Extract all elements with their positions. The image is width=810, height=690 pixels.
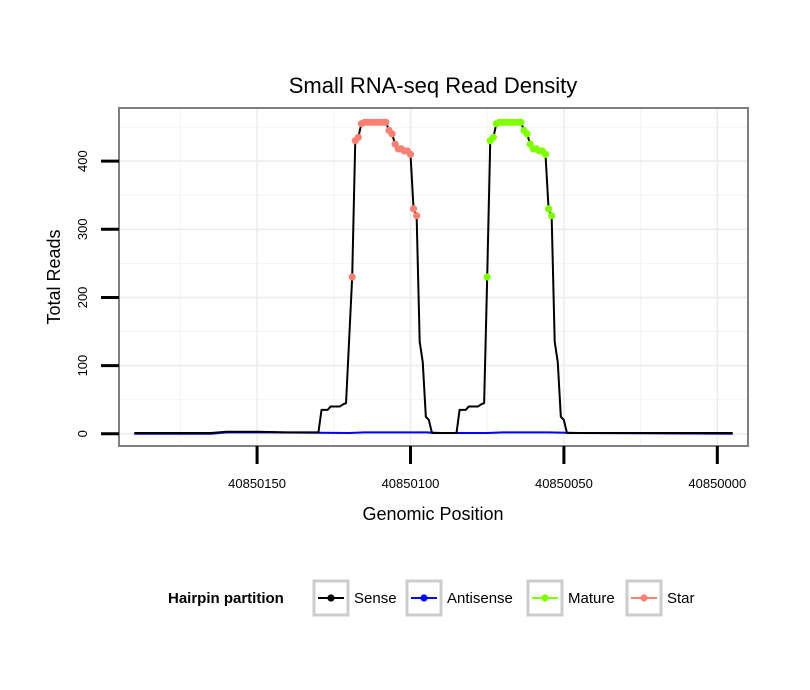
y-tick-label: 400 xyxy=(75,150,90,172)
x-axis-ticks: 40850150 40850100 40850050 40850000 xyxy=(228,446,746,491)
x-tick-label: 40850150 xyxy=(228,476,286,491)
legend-title: Hairpin partition xyxy=(168,590,284,607)
legend-label-star: Star xyxy=(667,590,695,607)
star-point xyxy=(382,118,390,126)
y-tick-label: 300 xyxy=(75,218,90,240)
star-point xyxy=(348,273,356,281)
star-point xyxy=(388,130,396,138)
y-axis-label: Total Reads xyxy=(44,229,64,324)
star-point xyxy=(354,133,362,141)
y-tick-label: 100 xyxy=(75,355,90,377)
star-point xyxy=(406,150,415,158)
legend-label-antisense: Antisense xyxy=(447,590,513,607)
mature-point xyxy=(544,205,553,213)
x-tick-label: 40850050 xyxy=(535,476,593,491)
y-tick-label: 200 xyxy=(75,287,90,309)
legend-label-mature: Mature xyxy=(568,590,615,607)
series-points xyxy=(348,118,556,281)
chart-title: Small RNA-seq Read Density xyxy=(289,73,578,98)
star-point xyxy=(413,212,421,220)
legend-swatch-point-star xyxy=(640,594,648,602)
legend: Hairpin partition Sense Antisense Mature St… xyxy=(168,579,695,617)
x-tick-label: 40850100 xyxy=(382,476,440,491)
mature-point xyxy=(541,150,550,158)
y-axis-ticks: 0 100 200 300 400 xyxy=(75,150,119,437)
x-tick-label: 40850000 xyxy=(688,476,746,491)
mature-point xyxy=(517,118,525,126)
mature-point xyxy=(523,130,531,138)
legend-label-sense: Sense xyxy=(354,590,397,607)
legend-swatch-point-sense xyxy=(327,594,335,602)
panel-border xyxy=(118,107,749,447)
x-axis-label: Genomic Position xyxy=(362,504,503,524)
star-point xyxy=(409,205,418,213)
mature-point xyxy=(548,212,556,220)
legend-swatch-point-mature xyxy=(541,594,549,602)
legend-swatch-point-antisense xyxy=(420,594,428,602)
panel-background xyxy=(119,108,748,446)
mature-point xyxy=(483,273,491,281)
mature-point xyxy=(489,133,497,141)
y-tick-label: 0 xyxy=(75,430,90,437)
